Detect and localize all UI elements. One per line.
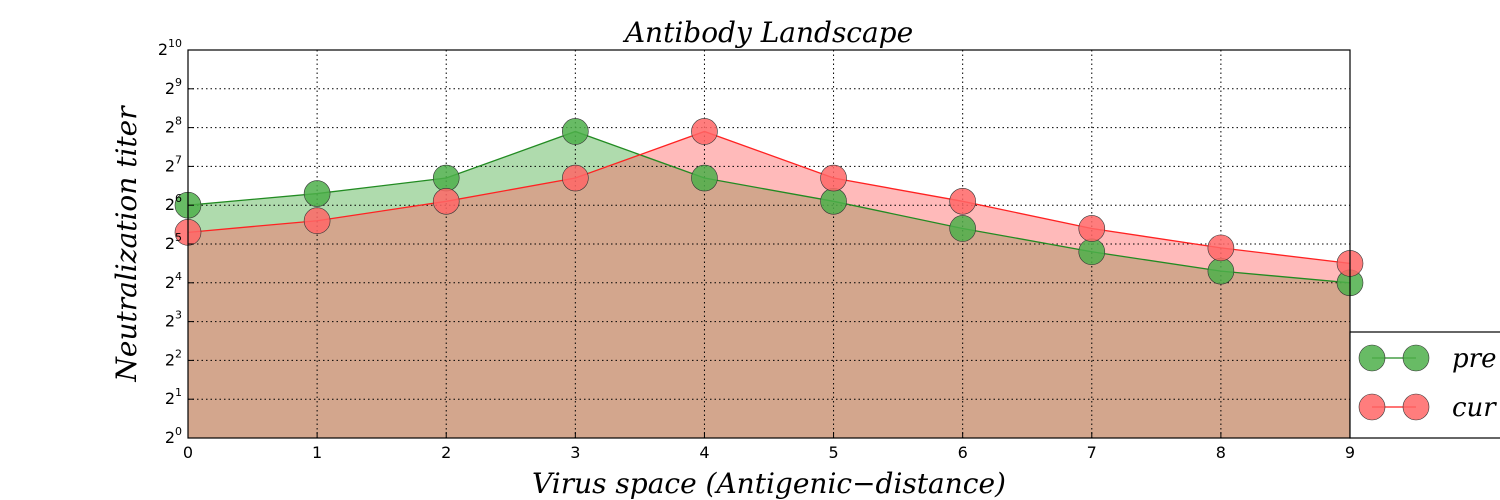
legend-marker-cur [1358,393,1386,421]
legend-marker-pre [1358,344,1386,372]
x-tick-label: 6 [958,443,968,462]
series-cur-line [188,130,1350,265]
series-cur-point [820,164,847,192]
series-cur-point [1078,215,1106,242]
series-cur-point [303,207,331,235]
y-tick-label: 210 [158,37,182,59]
series-pre-point [1207,257,1235,285]
x-tick-label: 1 [312,443,322,462]
y-tick-label: 25 [165,231,182,253]
x-tick-label: 9 [1345,443,1355,462]
x-tick-label: 8 [1216,443,1226,462]
series-pre-area [188,131,1350,438]
legend: pre cur [1349,331,1500,439]
series-pre-point [432,164,460,192]
series-pre-point [820,188,847,215]
series-pre-line [188,130,1350,284]
x-tick-label: 7 [1087,443,1097,462]
x-tick-label: 2 [441,443,451,462]
y-tick-label: 23 [165,309,182,331]
y-axis-label: Neutralization titer [110,105,143,383]
chart-title: Antibody Landscape [622,16,913,49]
series-cur-point [949,188,976,215]
y-tick-label: 24 [165,270,182,292]
legend-marker-pre [1402,344,1430,372]
series-cur-point [432,188,460,215]
x-tick-label: 3 [570,443,580,462]
series-pre-point [691,164,718,192]
y-tick-label: 27 [165,153,182,175]
x-axis-ticks: 0 1 2 3 4 5 6 7 8 9 [183,432,1355,462]
plot-area [174,49,1364,439]
series-cur-point [562,164,589,192]
legend-label-pre: pre [1452,344,1496,374]
x-tick-label: 4 [699,443,709,462]
series-cur-area [188,131,1350,438]
y-tick-label: 28 [165,115,182,137]
y-tick-label: 29 [165,76,182,98]
series-cur-point [1207,234,1235,262]
series-pre-point [562,118,589,145]
series-pre-point [1078,238,1106,266]
x-axis-label: Virus space (Antigenic−distance) [532,467,1006,500]
series-pre-point [949,215,976,242]
legend-marker-cur [1402,393,1430,421]
x-tick-label: 5 [828,443,838,462]
y-tick-label: 21 [165,386,182,408]
legend-label-cur: cur [1452,393,1497,423]
y-tick-label: 22 [165,347,182,369]
x-tick-label: 0 [183,443,193,462]
series-cur-point [691,118,718,145]
y-tick-label: 20 [165,425,182,447]
series-pre-point [303,180,331,207]
